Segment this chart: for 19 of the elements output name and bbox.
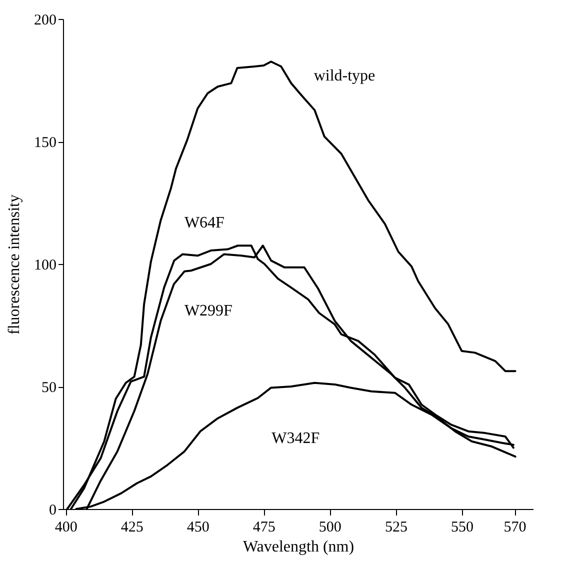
y-axis-title: fluorescence intensity xyxy=(6,194,23,334)
x-axis-title: Wavelength (nm) xyxy=(242,538,354,556)
series-label: W299F xyxy=(184,302,233,320)
x-tick-label: 400 xyxy=(54,520,78,536)
x-tick-label: 475 xyxy=(252,520,276,536)
x-tick-label: 450 xyxy=(186,520,210,536)
x-tick-label: 425 xyxy=(120,520,144,536)
x-tick-label: 550 xyxy=(450,520,474,536)
series-label: wild-type xyxy=(314,67,376,84)
y-tick-label: 100 xyxy=(34,258,56,274)
y-tick-label: 0 xyxy=(49,502,56,518)
y-tick-label: 200 xyxy=(34,12,56,28)
x-tick-label: 570 xyxy=(504,520,526,536)
series-label: W64F xyxy=(184,214,225,232)
x-tick-label: 525 xyxy=(384,520,408,536)
y-tick-label: 50 xyxy=(42,380,56,396)
x-tick-label: 500 xyxy=(318,520,342,536)
y-tick-label: 150 xyxy=(34,135,56,151)
text: W342F xyxy=(272,430,320,447)
